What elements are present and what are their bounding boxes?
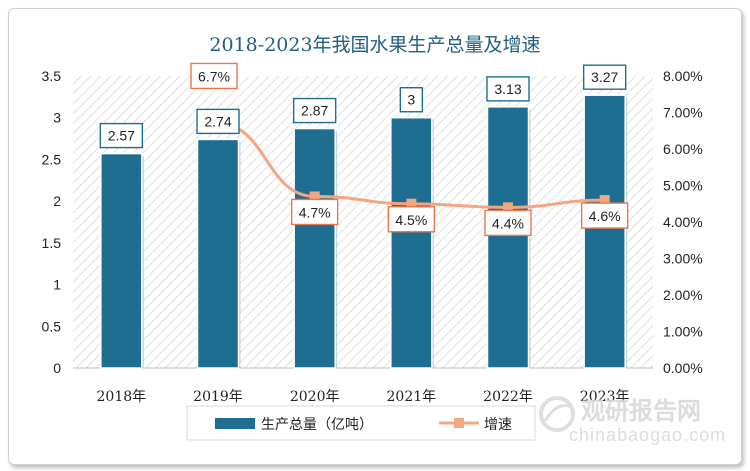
bar-label-box	[196, 108, 240, 135]
bar-data-labels: 2.57 2.74 2.87 3 3.13 3.27	[99, 64, 627, 149]
legend-line-marker	[454, 418, 464, 428]
right-axis: 0.00% 1.00% 2.00% 3.00% 4.00% 5.00% 6.00% 7.00%…	[663, 68, 703, 376]
bar-value-label: 2.74	[204, 113, 231, 129]
right-tick-label: 1.00%	[663, 324, 703, 340]
watermark-logo-icon	[539, 396, 575, 432]
bar-label-box	[399, 87, 424, 113]
bar-label-box	[486, 76, 530, 102]
line-value-label: 6.7%	[198, 68, 230, 84]
chart-frame: 2018-2023年我国水果生产总量及增速 0 0.5 1 1.5 2 2.5 3 3.5 0…	[8, 8, 742, 465]
bar-value-label: 3	[407, 92, 415, 108]
right-tick-label: 6.00%	[663, 141, 703, 157]
left-tick-label: 0	[53, 360, 61, 376]
line-label-box	[580, 202, 629, 229]
bar	[100, 152, 143, 369]
watermark: 观研报告网 chinabaogao.com	[539, 396, 726, 445]
bar	[390, 116, 433, 369]
left-tick-label: 1.5	[42, 235, 62, 251]
left-tick-label: 2.5	[42, 151, 62, 167]
bar-label-box	[292, 97, 337, 124]
legend-bar-swatch	[215, 418, 255, 429]
right-tick-label: 7.00%	[663, 105, 703, 121]
right-tick-label: 4.00%	[663, 214, 703, 230]
category-label: 2022年	[483, 389, 533, 405]
bar-label-box	[582, 64, 627, 90]
line-label-box	[190, 62, 238, 90]
line-value-label: 4.7%	[299, 204, 331, 220]
bar-value-label: 2.57	[108, 128, 135, 144]
bar	[196, 138, 240, 369]
legend-bar-label: 生产总量（亿吨）	[261, 417, 373, 433]
line-marker	[406, 198, 417, 209]
left-axis: 0 0.5 1 1.5 2 2.5 3 3.5	[42, 68, 62, 376]
right-tick-label: 3.00%	[663, 251, 703, 267]
legend: 生产总量（亿吨） 增速	[186, 405, 536, 441]
watermark-text: 观研报告网	[581, 397, 701, 425]
right-tick-label: 8.00%	[663, 68, 703, 84]
watermark-logo-arc-icon	[543, 404, 572, 422]
left-tick-label: 2	[53, 193, 61, 209]
left-tick-label: 3.5	[42, 68, 62, 84]
plot-area-background	[73, 76, 653, 368]
bar-value-label: 3.13	[494, 81, 521, 97]
bar-value-label: 3.27	[591, 69, 618, 85]
bar	[486, 106, 530, 369]
bar-value-label: 2.87	[301, 103, 328, 119]
left-tick-label: 3	[53, 110, 61, 126]
category-label: 2019年	[193, 389, 243, 405]
line-label-box	[290, 198, 339, 226]
category-label: 2018年	[97, 389, 147, 405]
category-axis: 2018年 2019年 2020年 2021年 2022年 2023年	[97, 389, 630, 405]
right-tick-label: 2.00%	[663, 287, 703, 303]
right-tick-label: 5.00%	[663, 178, 703, 194]
growth-line	[217, 121, 605, 209]
bar	[583, 94, 626, 369]
left-tick-label: 0.5	[42, 318, 62, 334]
bar	[293, 127, 336, 369]
chart-title: 2018-2023年我国水果生产总量及增速	[209, 34, 540, 56]
bar-label-box	[99, 122, 144, 149]
left-tick-label: 1	[53, 277, 61, 293]
chart-svg: 2018-2023年我国水果生产总量及增速 0 0.5 1 1.5 2 2.5 3 3.5 0…	[42, 34, 726, 445]
line-marker	[309, 191, 320, 202]
line-value-label: 4.4%	[492, 215, 524, 231]
line-marker	[503, 202, 513, 213]
line-marker	[599, 195, 610, 206]
bar-series	[100, 94, 628, 369]
line-value-label: 4.5%	[395, 212, 427, 228]
right-tick-label: 0.00%	[663, 360, 703, 376]
line-label-box	[387, 206, 436, 233]
line-label-box	[484, 209, 532, 237]
category-label: 2021年	[387, 389, 437, 405]
category-label: 2020年	[290, 389, 340, 405]
line-value-label: 4.6%	[589, 208, 621, 224]
legend-line-label: 增速	[484, 417, 512, 433]
category-label: 2023年	[580, 389, 630, 405]
watermark-url: chinabaogao.com	[569, 425, 726, 445]
line-data-labels: 6.7% 4.7% 4.5% 4.4% 4.6%	[190, 62, 629, 237]
